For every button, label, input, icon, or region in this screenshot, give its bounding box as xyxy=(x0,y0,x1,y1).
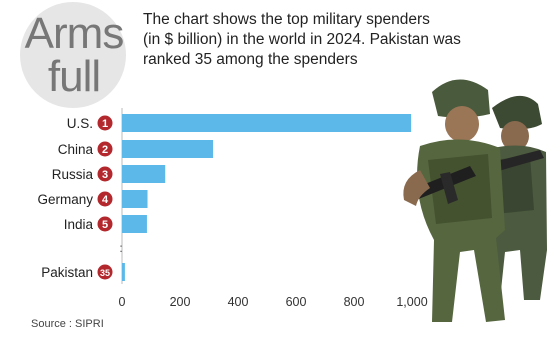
x-tick-label: 800 xyxy=(344,295,365,309)
bar-pakistan xyxy=(122,263,125,281)
subtitle-line-2: (in $ billion) in the world in 2024. Pak… xyxy=(143,31,461,48)
rank-badge xyxy=(97,264,113,280)
source-note: Source : SIPRI xyxy=(31,318,104,330)
subtitle-line-3: ranked 35 among the spenders xyxy=(143,51,358,68)
category-labels-group: U.S. China Russia Germany India Pakistan xyxy=(37,116,93,280)
rank-badge xyxy=(97,141,113,157)
category-label: China xyxy=(58,142,94,157)
gap-marker: : xyxy=(119,241,122,255)
rank-badges-group: 1 2 3 4 5 35 xyxy=(97,115,113,280)
rank-label: 4 xyxy=(102,194,109,206)
rank-label: 2 xyxy=(102,144,108,156)
subtitle-line-1: The chart shows the top military spender… xyxy=(143,11,430,28)
title-line-1: Arms xyxy=(24,9,125,58)
title-circle xyxy=(20,2,126,108)
rank-badge xyxy=(97,191,113,207)
bar-russia xyxy=(122,165,166,183)
rank-label: 1 xyxy=(102,118,108,130)
category-label: U.S. xyxy=(67,116,93,131)
x-tick-label: 0 xyxy=(119,295,126,309)
chart-subtitle: The chart shows the top military spender… xyxy=(143,10,503,70)
category-label: India xyxy=(64,217,94,232)
rank-badge xyxy=(97,115,113,131)
bar-india xyxy=(122,215,147,233)
bar-germany xyxy=(122,190,148,208)
x-tick-label: 1,000 xyxy=(396,295,427,309)
bars-group xyxy=(122,114,412,281)
title-line-2: full xyxy=(47,52,101,101)
rank-label: 35 xyxy=(100,268,110,278)
category-label: Russia xyxy=(52,167,94,182)
x-tick-label: 200 xyxy=(170,295,191,309)
bar-china xyxy=(122,140,214,158)
x-tick-label: 600 xyxy=(286,295,307,309)
tick-labels-group: 0 200 400 600 800 1,000 xyxy=(119,295,428,309)
bar-us xyxy=(122,114,412,132)
rank-label: 5 xyxy=(102,219,108,231)
soldiers-photo xyxy=(403,79,547,322)
rank-badge xyxy=(97,166,113,182)
rank-label: 3 xyxy=(102,169,108,181)
rank-badge xyxy=(97,216,113,232)
category-label: Germany xyxy=(37,192,93,207)
x-tick-label: 400 xyxy=(228,295,249,309)
category-label: Pakistan xyxy=(41,265,93,280)
